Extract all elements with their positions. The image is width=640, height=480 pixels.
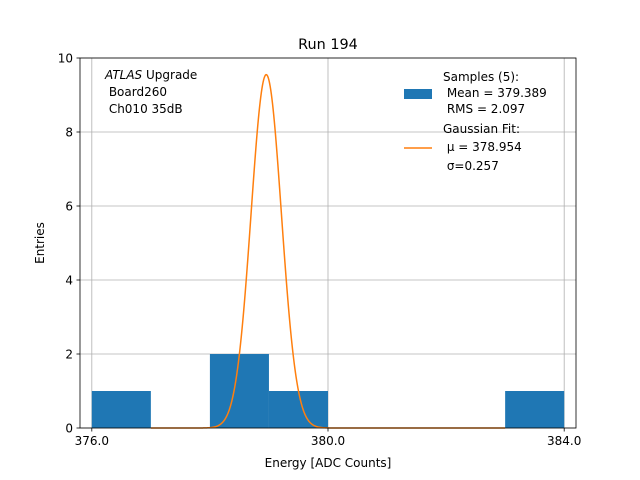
legend-samples-line-2: Mean = 379.389 [443, 86, 547, 100]
x-axis-label: Energy [ADC Counts] [265, 456, 392, 470]
y-tick-label: 0 [65, 421, 73, 435]
legend-fit-line-2: μ = 378.954 [443, 140, 522, 154]
y-tick-label: 6 [65, 199, 73, 213]
legend-samples-swatch [404, 89, 432, 99]
annotation-line-1: ATLAS Upgrade [104, 68, 197, 82]
legend-fit-line-1: Gaussian Fit: [443, 122, 520, 136]
annotation-upgrade-word: Upgrade [142, 68, 197, 82]
legend-fit-line-3: σ=0.257 [443, 159, 499, 173]
atlas-annotation: ATLAS Upgrade Board260 Ch010 35dB [104, 68, 197, 116]
y-axis-label: Entries [33, 222, 47, 264]
histogram-bar-0 [91, 391, 151, 428]
x-tick-label: 380.0 [311, 434, 345, 448]
y-axis-ticks: 0 2 4 6 8 10 [58, 51, 80, 435]
annotation-atlas-word: ATLAS [104, 68, 143, 82]
y-tick-label: 10 [58, 51, 73, 65]
y-tick-label: 8 [65, 125, 73, 139]
histogram-bar-3 [268, 391, 328, 428]
legend-samples-line-1: Samples (5): [443, 70, 519, 84]
histogram-bar-7 [505, 391, 565, 428]
y-tick-label: 2 [65, 347, 73, 361]
legend-samples-line-3: RMS = 2.097 [443, 102, 525, 116]
annotation-line-3: Ch010 35dB [105, 102, 183, 116]
legend: Samples (5): Mean = 379.389 RMS = 2.097 … [404, 70, 547, 173]
histogram-bars [91, 354, 565, 428]
x-tick-label: 384.0 [547, 434, 581, 448]
histogram-bar-2 [209, 354, 269, 428]
chart-title: Run 194 [298, 37, 358, 53]
x-tick-label: 376.0 [75, 434, 109, 448]
x-axis-ticks: 376.0 380.0 384.0 [75, 428, 581, 448]
annotation-line-2: Board260 [105, 85, 167, 99]
y-tick-label: 4 [65, 273, 73, 287]
